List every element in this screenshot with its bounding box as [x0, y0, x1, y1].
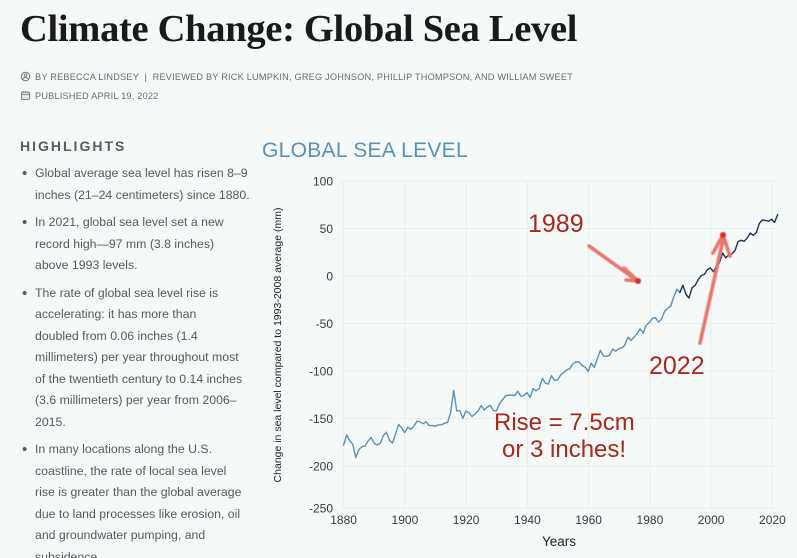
svg-text:2022: 2022: [649, 352, 705, 380]
svg-text:-50: -50: [316, 317, 334, 331]
svg-text:Years: Years: [542, 534, 576, 549]
svg-text:or 3 inches!: or 3 inches!: [502, 436, 626, 463]
svg-text:50: 50: [320, 222, 334, 236]
svg-text:1989: 1989: [528, 210, 584, 238]
svg-text:-100: -100: [309, 365, 333, 379]
svg-text:Rise = 7.5cm: Rise = 7.5cm: [494, 409, 635, 436]
svg-text:100: 100: [313, 175, 333, 189]
svg-text:1920: 1920: [453, 513, 480, 527]
svg-text:1960: 1960: [575, 513, 602, 527]
svg-text:1880: 1880: [330, 513, 357, 527]
svg-text:-150: -150: [309, 412, 333, 426]
svg-text:0: 0: [326, 270, 333, 284]
svg-text:-200: -200: [309, 460, 333, 474]
svg-text:2000: 2000: [698, 513, 725, 527]
svg-text:1980: 1980: [637, 513, 664, 527]
svg-text:1940: 1940: [514, 513, 541, 527]
svg-text:2020: 2020: [759, 513, 786, 527]
svg-text:1900: 1900: [392, 513, 419, 527]
